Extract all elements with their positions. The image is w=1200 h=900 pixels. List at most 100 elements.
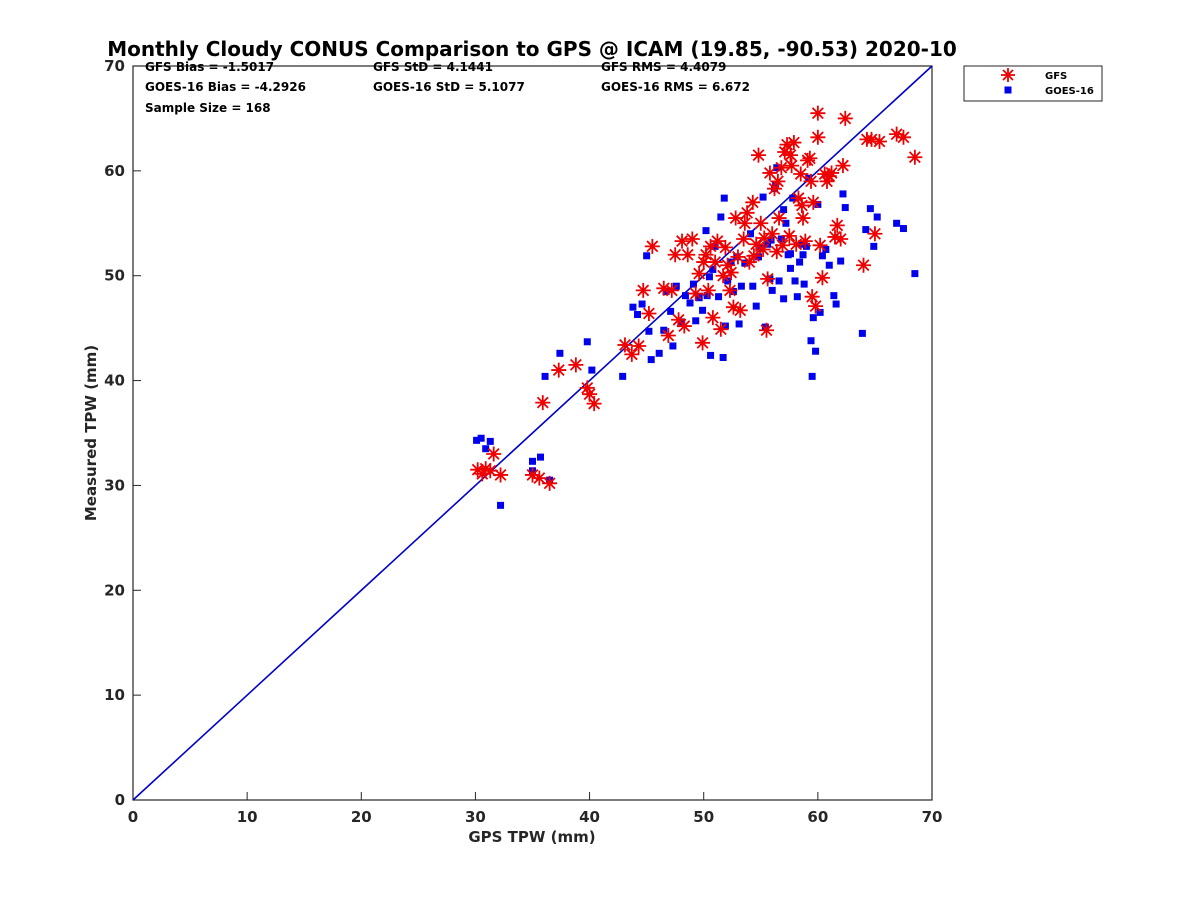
goes-std-text: GOES-16 StD = 5.1077 xyxy=(373,80,525,94)
goes16-point xyxy=(816,308,824,316)
gfs-point-stroke xyxy=(790,190,806,206)
goes16-point xyxy=(655,349,663,357)
gfs-point xyxy=(730,249,746,265)
goes16-point xyxy=(767,236,775,244)
gfs-point-stroke xyxy=(551,362,567,378)
y-axis-label: Measured TPW (mm) xyxy=(82,345,100,521)
y-tick-label: 0 xyxy=(115,791,125,809)
goes16-point xyxy=(747,230,755,238)
gfs-point-stroke xyxy=(703,238,719,254)
gfs-point xyxy=(700,282,716,298)
gfs-point-stroke xyxy=(660,327,676,343)
gfs-point xyxy=(725,299,741,315)
gfs-point-stroke xyxy=(753,215,769,231)
gfs-point xyxy=(782,147,798,163)
gfs-point xyxy=(586,396,602,412)
gfs-point xyxy=(835,158,851,174)
gfs-point xyxy=(709,233,725,249)
gfs-point xyxy=(794,197,810,213)
legend-gfs-asterisk xyxy=(1001,68,1015,82)
gfs-point-stroke xyxy=(867,226,883,242)
x-tick-label: 40 xyxy=(579,808,600,826)
axes-box xyxy=(132,65,933,801)
goes16-point xyxy=(541,372,549,380)
goes16-point xyxy=(482,445,490,453)
gfs-point-stroke xyxy=(746,248,762,264)
goes16-point xyxy=(814,200,822,208)
gfs-point xyxy=(795,210,811,226)
gfs-point xyxy=(751,147,767,163)
gfs-point xyxy=(732,302,748,318)
goes16-point xyxy=(717,213,725,221)
goes16-point xyxy=(536,453,544,461)
y-tick-label: 60 xyxy=(104,162,125,180)
goes16-point xyxy=(588,366,596,374)
gfs-point-stroke xyxy=(782,147,798,163)
gfs-point-stroke xyxy=(680,247,696,263)
gfs-point xyxy=(715,268,731,284)
goes16-point xyxy=(707,351,715,359)
goes16-point xyxy=(782,219,790,227)
gfs-point-stroke xyxy=(656,280,672,296)
gfs-point-stroke xyxy=(797,233,813,249)
goes16-point xyxy=(761,323,769,331)
gfs-point xyxy=(579,380,595,396)
gfs-point xyxy=(703,238,719,254)
gfs-point-stroke xyxy=(771,210,787,226)
goes16-point xyxy=(786,264,794,272)
gfs-point-stroke xyxy=(907,149,923,165)
gfs-point-stroke xyxy=(803,173,819,189)
gfs-point-stroke xyxy=(755,242,771,257)
gfs-point-stroke xyxy=(762,165,778,181)
gfs-point xyxy=(812,237,828,253)
goes16-point xyxy=(796,258,804,266)
gfs-point-stroke xyxy=(812,237,828,253)
gfs-point-stroke xyxy=(770,173,786,189)
goes16-point xyxy=(777,235,785,243)
gfs-point xyxy=(773,160,789,176)
goes16-point xyxy=(556,349,564,357)
gfs-point-stroke xyxy=(810,129,826,145)
gfs-point-stroke xyxy=(732,302,748,318)
goes16-point xyxy=(729,287,737,295)
gfs-point-stroke xyxy=(664,282,680,298)
goes16-point xyxy=(715,293,723,301)
legend-box xyxy=(963,65,1103,102)
gfs-point-stroke xyxy=(486,446,502,462)
gfs-point-stroke xyxy=(624,346,640,362)
gfs-point xyxy=(745,194,761,210)
gfs-point xyxy=(871,133,887,149)
gfs-point-stroke xyxy=(786,135,802,151)
plot-area: 0 10 20 30 40 50 60 70 0 10 20 30 40 50 60 70 xyxy=(104,57,942,826)
goes16-point xyxy=(870,242,878,250)
gfs-point-stroke xyxy=(684,231,700,247)
gfs-point-stroke xyxy=(837,110,853,126)
gfs-point-stroke xyxy=(760,271,776,287)
gfs-point-stroke xyxy=(856,257,872,273)
goes16-point xyxy=(741,259,749,267)
gfs-point-stroke xyxy=(739,205,755,221)
gfs-point xyxy=(705,310,721,326)
gfs-point-stroke xyxy=(833,231,849,247)
goes16-point xyxy=(681,292,689,300)
gfs-point xyxy=(737,215,753,231)
gfs-point-stroke xyxy=(788,236,804,252)
gfs-point-stroke xyxy=(582,386,598,402)
gfs-point-stroke xyxy=(784,158,800,174)
goes16-point xyxy=(497,501,505,509)
legend-gfs-marker xyxy=(1001,68,1015,82)
gfs-point-stroke xyxy=(691,266,707,282)
gfs-point xyxy=(814,270,830,286)
goes16-point xyxy=(749,282,757,290)
gfs-point-stroke xyxy=(764,226,780,242)
x-tick-label: 20 xyxy=(351,808,372,826)
goes16-point xyxy=(911,270,919,278)
gfs-point xyxy=(770,173,786,189)
gfs-point xyxy=(478,461,494,477)
goes16-point xyxy=(899,225,907,233)
gfs-point-stroke xyxy=(535,395,551,411)
gfs-point-stroke xyxy=(794,197,810,213)
gfs-point-stroke xyxy=(728,210,744,226)
gfs-point xyxy=(486,446,502,462)
gfs-point xyxy=(474,466,490,482)
